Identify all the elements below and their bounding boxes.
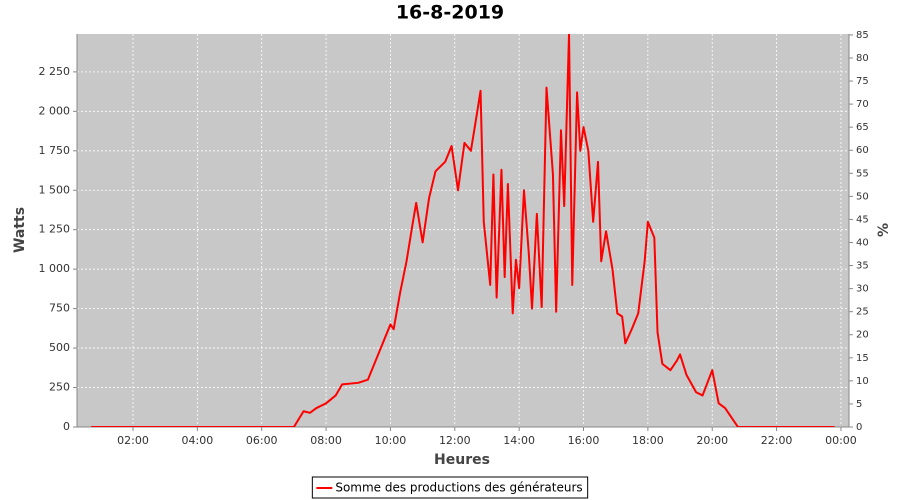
y2-tick-label: 25: [856, 307, 869, 318]
y2-tick-label: 55: [856, 168, 869, 179]
x-tick-label: 22:00: [761, 434, 793, 447]
y2-tick-label: 30: [856, 284, 869, 295]
y-tick-label: 2 000: [39, 104, 71, 117]
y-axis-title: Watts: [12, 207, 28, 253]
legend-box: [311, 476, 589, 499]
x-tick-label: 06:00: [246, 434, 278, 447]
x-axis-title: Heures: [434, 452, 490, 468]
x-tick-label: 04:00: [182, 434, 214, 447]
y2-tick-label: 50: [856, 191, 869, 202]
y2-tick-label: 35: [856, 261, 869, 272]
plot-area: [77, 34, 849, 427]
y2-tick-label: 40: [856, 237, 869, 248]
y-tick-label: 750: [49, 302, 70, 315]
y2-tick-label: 45: [856, 214, 869, 225]
x-tick-label: 08:00: [310, 434, 342, 447]
y2-axis-title: %: [876, 223, 892, 237]
x-tick-label: 10:00: [375, 434, 407, 447]
y-tick-label: 1 000: [39, 262, 71, 275]
y2-tick-label: 80: [856, 53, 869, 64]
x-tick-label: 02:00: [117, 434, 149, 447]
y2-tick-label: 5: [856, 399, 862, 410]
y-tick-label: 1 750: [39, 144, 71, 157]
legend: Somme des productions des générateurs: [311, 476, 589, 499]
y-tick-label: 2 250: [39, 65, 71, 78]
y-tick-label: 0: [63, 420, 70, 433]
x-tick-label: 14:00: [503, 434, 535, 447]
chart-title: 16-8-2019: [396, 2, 504, 24]
y-tick-label: 250: [49, 381, 70, 394]
y2-tick-label: 70: [856, 99, 869, 110]
x-tick-label: 16:00: [568, 434, 600, 447]
x-tick-label: 18:00: [632, 434, 664, 447]
y2-tick-label: 60: [856, 145, 869, 156]
x-tick-label: 20:00: [696, 434, 728, 447]
x-tick-label: 12:00: [439, 434, 471, 447]
y2-tick-label: 15: [856, 353, 869, 364]
y2-tick-label: 75: [856, 76, 869, 87]
y2-tick-label: 0: [856, 422, 862, 433]
y-tick-label: 500: [49, 341, 70, 354]
legend-label: Somme des productions des générateurs: [335, 481, 582, 495]
y2-tick-label: 20: [856, 330, 869, 341]
x-tick-label: 00:00: [825, 434, 857, 447]
y2-tick-label: 85: [856, 30, 869, 41]
y-tick-label: 1 500: [39, 183, 71, 196]
y2-tick-label: 65: [856, 122, 869, 133]
series-line: [91, 34, 835, 427]
y-tick-label: 1 250: [39, 223, 71, 236]
y2-tick-label: 10: [856, 376, 869, 387]
